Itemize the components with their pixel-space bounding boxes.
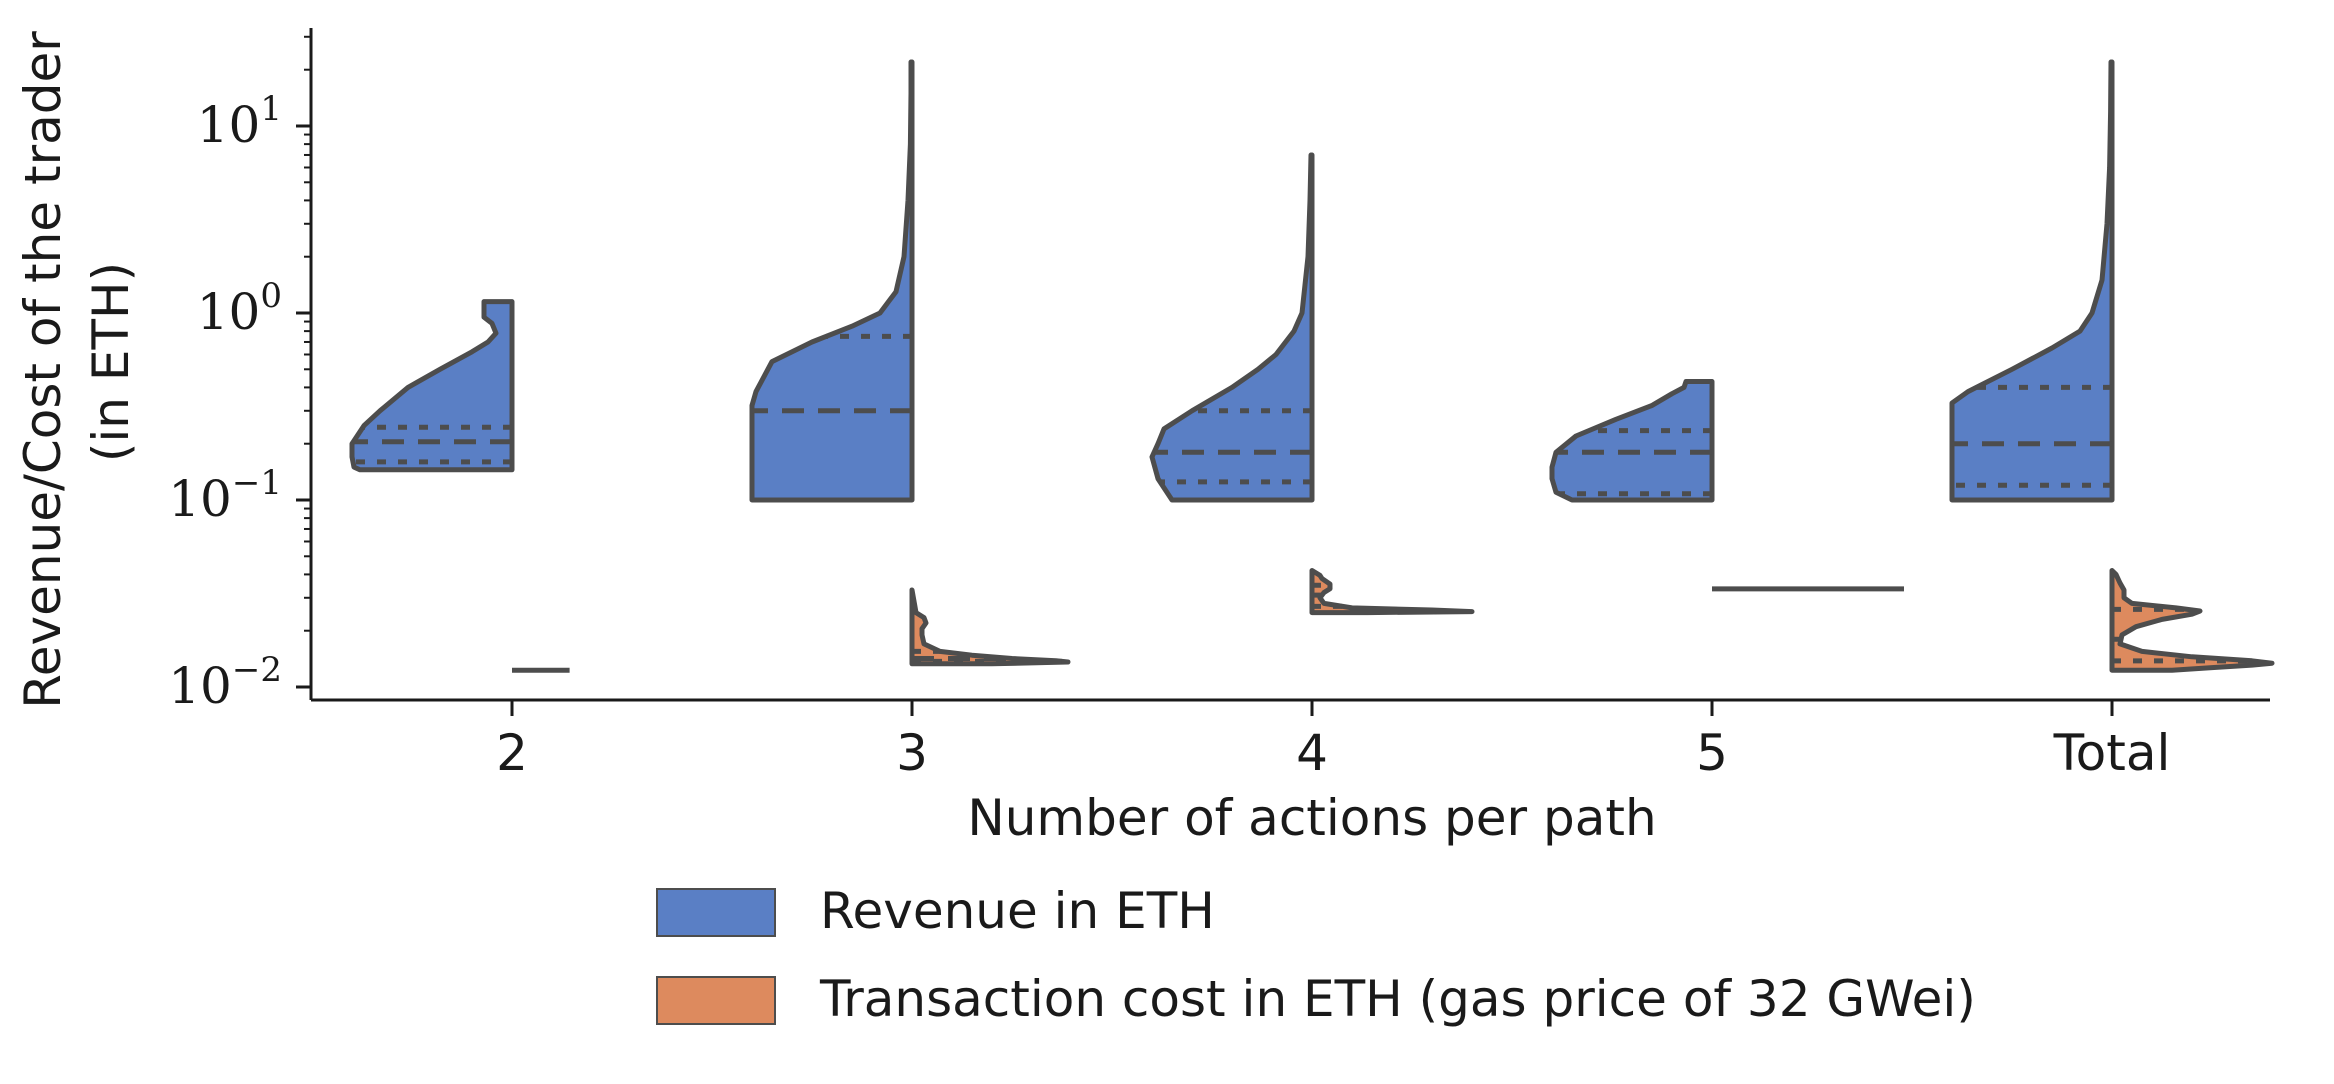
y-ticks: 10−2 10−1 100 101: [168, 35, 311, 715]
violin-revenue-total: [1949, 59, 2115, 503]
violin-revenue-3: [749, 59, 915, 503]
axes: [309, 28, 2270, 702]
legend-swatch-revenue: [656, 888, 776, 937]
y-axis-label-line-2: (in ETH): [82, 262, 140, 462]
y-tick-label: 10−1: [168, 463, 282, 528]
x-ticks: 2 3 4 5 Total: [496, 700, 2170, 782]
violin-revenue-2: [349, 299, 515, 473]
x-tick-label-5: 5: [1696, 724, 1728, 782]
x-tick-label-total: Total: [2053, 724, 2171, 782]
plot-area: [349, 59, 2275, 673]
y-tick-label: 10−2: [168, 650, 282, 715]
y-tick-label: 101: [197, 89, 282, 154]
violin-revenue-4: [1149, 152, 1315, 503]
x-tick-label-4: 4: [1296, 724, 1328, 782]
legend: Revenue in ETH Transaction cost in ETH (…: [656, 882, 1976, 1028]
legend-label-revenue: Revenue in ETH: [820, 882, 1215, 940]
legend-label-cost: Transaction cost in ETH (gas price of 32…: [819, 970, 1976, 1028]
x-tick-label-3: 3: [896, 724, 928, 782]
x-tick-label-2: 2: [496, 724, 528, 782]
y-tick-label: 100: [197, 276, 282, 341]
violin-cost-total: [2109, 568, 2275, 673]
violin-revenue-5: [1549, 379, 1715, 503]
y-axis-label: Revenue/Cost of the trader (in ETH): [14, 15, 140, 708]
y-axis-label-line-1: Revenue/Cost of the trader: [14, 31, 72, 709]
x-axis-label: Number of actions per path: [967, 789, 1656, 847]
legend-swatch-cost: [656, 976, 776, 1025]
